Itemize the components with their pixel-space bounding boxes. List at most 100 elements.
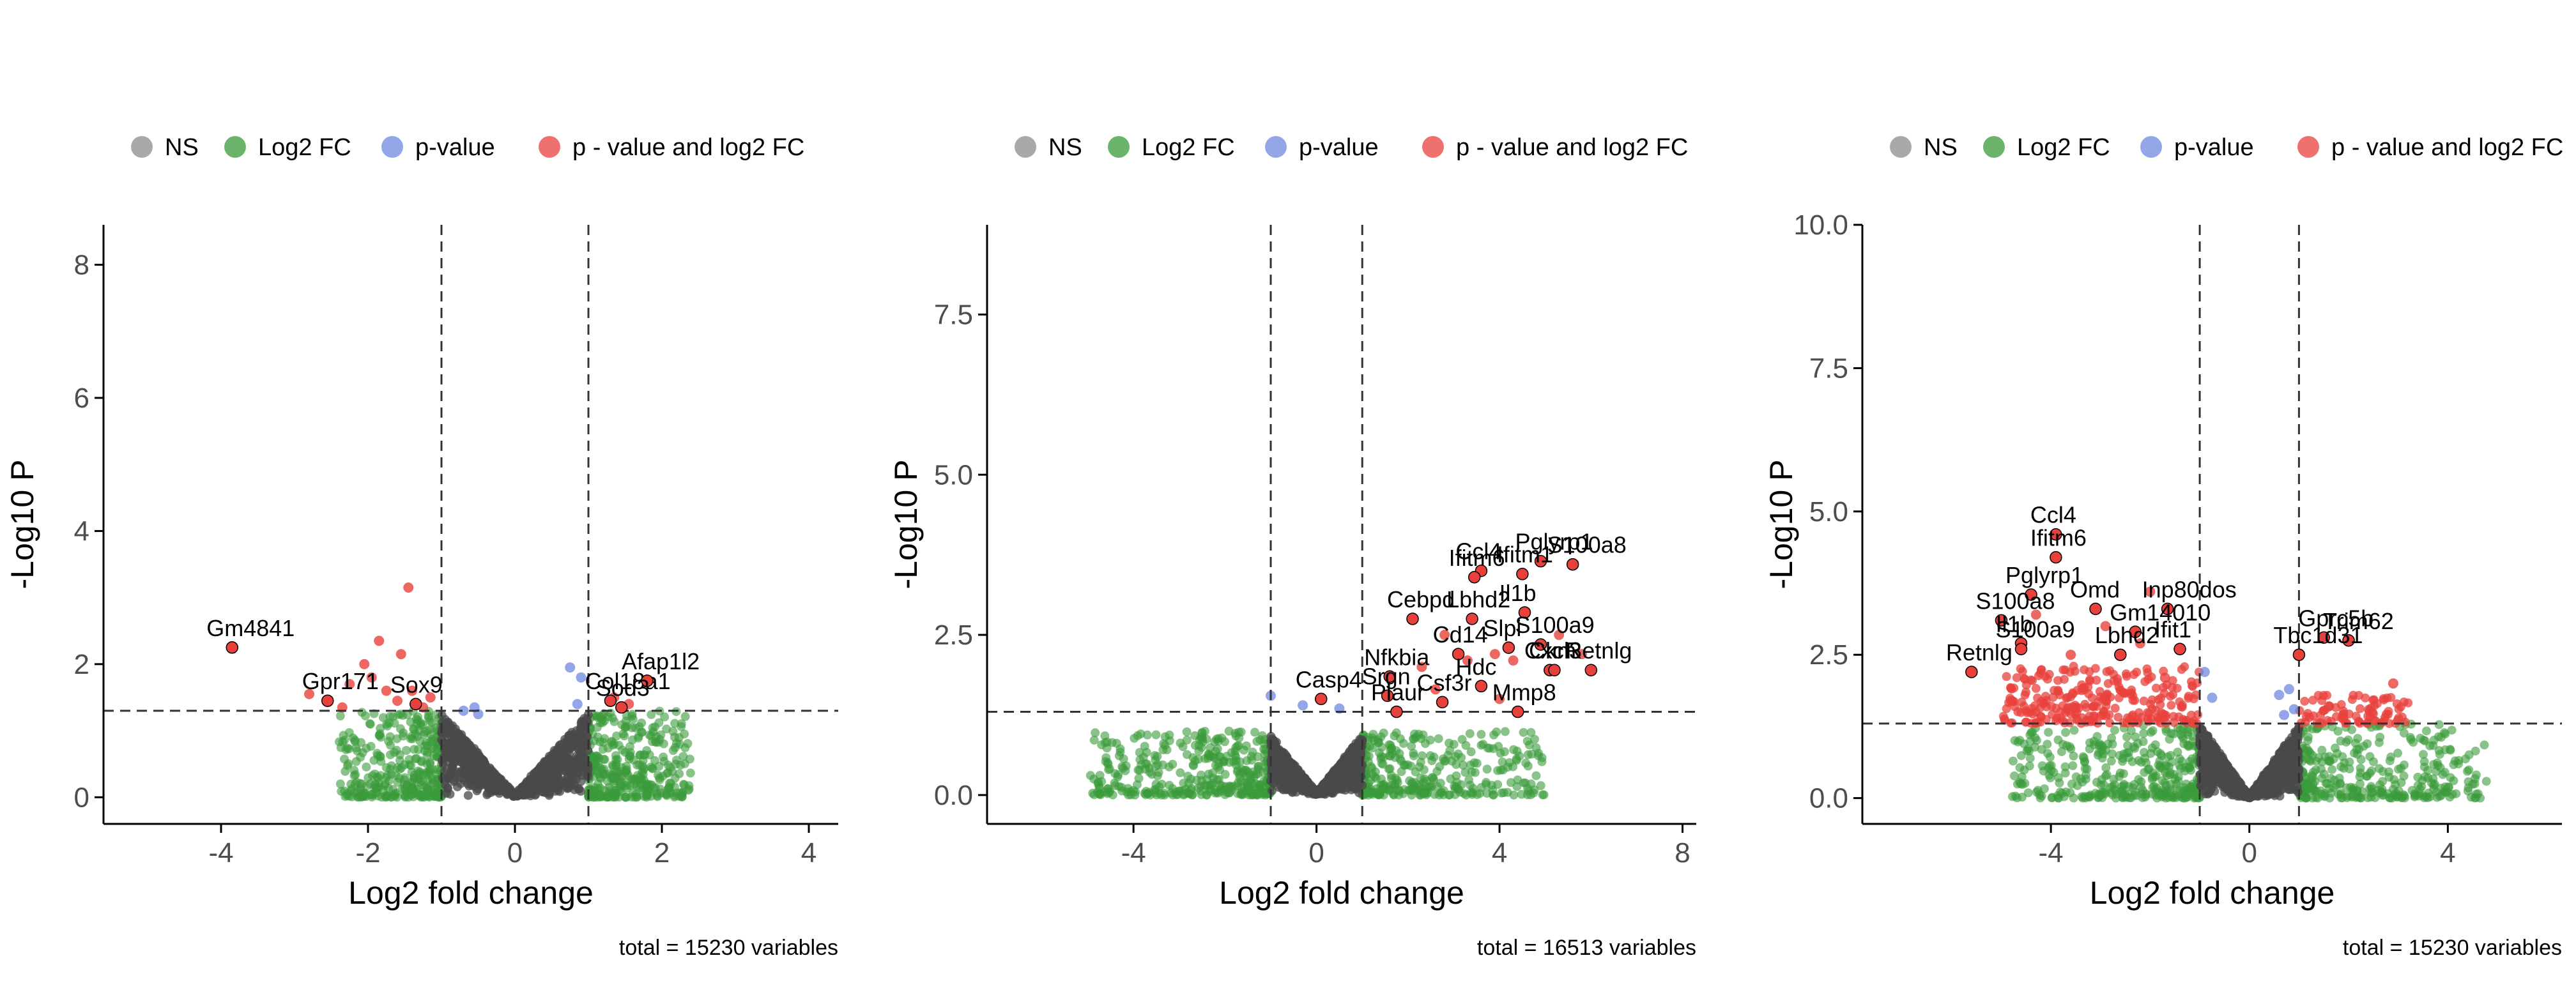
point-log2fc <box>676 760 686 770</box>
point-log2fc <box>2362 772 2372 781</box>
point-log2fc <box>1427 756 1437 765</box>
point-log2fc <box>1435 762 1445 772</box>
point-log2fc <box>631 723 640 733</box>
point-log2fc <box>2386 752 2396 762</box>
legend-label-ns: NS <box>165 134 199 161</box>
point-log2fc <box>1434 790 1444 800</box>
point-log2fc <box>2043 740 2052 749</box>
point-log2fc <box>2161 780 2171 790</box>
point-ns <box>569 780 579 789</box>
point-log2fc <box>2069 793 2078 803</box>
point-log2fc <box>2446 773 2455 782</box>
point-log2fc <box>1219 756 1229 766</box>
point-log2fc <box>677 793 687 802</box>
point-log2fc <box>1165 780 1174 790</box>
x-tick-label: 4 <box>801 837 816 869</box>
point-log2fc <box>2351 793 2361 802</box>
point-log2fc <box>1407 784 1417 794</box>
point-log2fc <box>1227 786 1236 795</box>
point-log2fc <box>2419 750 2428 759</box>
point-log2fc <box>1445 738 1454 748</box>
point-ns <box>1273 753 1283 763</box>
point-labeled <box>1436 696 1449 709</box>
y-tick-label: 0 <box>74 782 89 813</box>
point-ns <box>1356 747 1365 757</box>
point-log2fc <box>1245 770 1255 780</box>
y-tick-label: 6 <box>74 383 89 414</box>
point-log2fc <box>622 769 632 779</box>
point-significant <box>359 658 370 669</box>
point-log2fc <box>1160 732 1170 741</box>
point-ns <box>2218 779 2228 789</box>
point-log2fc <box>1129 786 1138 795</box>
point-log2fc <box>2172 793 2181 802</box>
point-ns <box>450 775 459 785</box>
point-log2fc <box>1235 773 1245 782</box>
point-ns <box>2226 788 2235 798</box>
point-log2fc <box>2420 772 2430 782</box>
point-ns <box>1267 766 1276 776</box>
point-ns <box>480 759 489 768</box>
legend-key-ns <box>1015 136 1036 158</box>
point-log2fc <box>1157 779 1167 789</box>
point-log2fc <box>1376 774 1386 784</box>
point-log2fc <box>592 722 602 732</box>
point-cloud <box>1998 662 2491 803</box>
point-log2fc <box>1154 768 1163 777</box>
point-log2fc <box>663 761 673 770</box>
point-ns <box>441 775 450 785</box>
point-log2fc <box>2334 789 2343 799</box>
point-log2fc <box>1168 759 1177 769</box>
point-log2fc <box>1160 741 1170 750</box>
point-log2fc <box>1513 775 1522 785</box>
point-log2fc <box>390 790 399 800</box>
y-tick-label: 2.5 <box>934 620 973 651</box>
point-log2fc <box>1235 757 1245 766</box>
point-log2fc <box>1204 749 1213 759</box>
point-log2fc <box>1242 756 1252 766</box>
point-log2fc <box>351 743 361 752</box>
point-log2fc <box>344 759 353 768</box>
point-pvalue <box>458 705 469 716</box>
point-significant <box>395 649 406 660</box>
point-ns <box>2206 785 2216 795</box>
point-log2fc <box>419 730 429 740</box>
gene-label: Gpr171 <box>302 668 379 694</box>
point-log2fc <box>1250 727 1259 737</box>
point-log2fc <box>600 734 610 743</box>
point-ns <box>523 779 532 788</box>
point-log2fc <box>2148 768 2158 778</box>
point-log2fc <box>2462 766 2472 776</box>
point-ns <box>2286 778 2296 787</box>
point-log2fc <box>1417 751 1427 761</box>
caption: total = 16513 variables <box>1477 936 1696 960</box>
point-log2fc <box>660 712 670 722</box>
point-log2fc <box>2339 763 2349 773</box>
gene-label: Sox9 <box>390 671 443 697</box>
point-log2fc <box>2092 732 2102 741</box>
point-log2fc <box>1467 767 1476 777</box>
point-log2fc <box>2436 733 2446 742</box>
point-ns <box>540 780 549 790</box>
point-ns <box>1335 779 1345 788</box>
point-log2fc <box>2336 779 2345 788</box>
point-ns <box>573 756 583 765</box>
point-ns <box>1344 766 1354 776</box>
point-significant <box>366 672 377 683</box>
point-log2fc <box>371 780 380 789</box>
point-log2fc <box>648 727 658 737</box>
point-log2fc <box>384 776 394 786</box>
legend-key-pfc <box>1422 136 1444 158</box>
x-axis-title: Log2 fold change <box>1219 875 1464 911</box>
point-log2fc <box>1119 754 1128 764</box>
point-log2fc <box>1482 764 1492 774</box>
gene-label: Sod3 <box>596 675 650 701</box>
point-log2fc <box>2053 735 2063 745</box>
point-log2fc <box>586 791 595 800</box>
point-log2fc <box>1524 740 1534 750</box>
point-log2fc <box>2445 792 2455 802</box>
point-log2fc <box>2327 764 2337 774</box>
point-log2fc <box>1182 750 1192 759</box>
point-ns <box>441 789 451 798</box>
point-ns <box>2230 780 2239 789</box>
